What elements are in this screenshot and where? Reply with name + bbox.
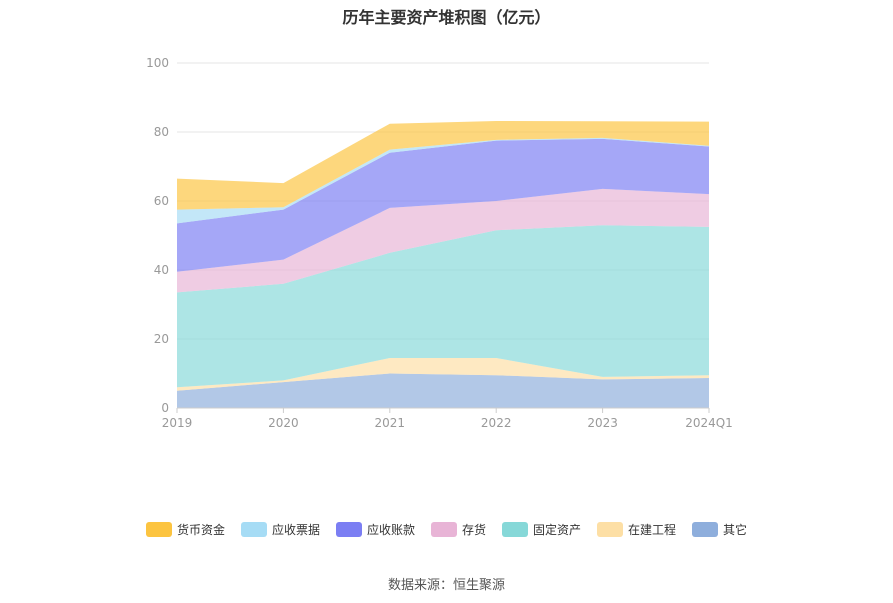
legend-item[interactable]: 固定资产	[502, 521, 581, 538]
legend-swatch	[597, 522, 624, 537]
legend-label: 其它	[723, 523, 748, 537]
chart-title: 历年主要资产堆积图（亿元）	[342, 8, 551, 27]
area-series	[177, 137, 709, 224]
area-series	[177, 358, 709, 391]
legend-label: 固定资产	[533, 523, 582, 537]
area-series	[177, 138, 709, 272]
y-tick-label: 20	[154, 332, 169, 346]
area-series-layer	[177, 121, 709, 408]
x-tick-label: 2021	[375, 416, 406, 430]
source-note: 数据来源：恒生聚源	[387, 578, 505, 593]
legend-swatch	[240, 522, 267, 537]
area-series	[177, 121, 709, 210]
legend-label: 应收票据	[271, 523, 320, 537]
legend-swatch	[335, 522, 362, 537]
x-tick-label: 2024Q1	[685, 416, 733, 430]
legend-item[interactable]: 其它	[692, 521, 747, 538]
x-tick-label: 2023	[587, 416, 618, 430]
legend-item[interactable]: 应收票据	[240, 521, 320, 538]
legend-item[interactable]: 存货	[430, 521, 486, 538]
legend-label: 货币资金	[176, 523, 225, 537]
y-tick-label: 40	[154, 263, 169, 277]
x-tick-label: 2019	[162, 416, 193, 430]
legend-label: 在建工程	[628, 523, 677, 537]
x-tick-label: 2020	[268, 416, 299, 430]
area-series	[177, 373, 709, 408]
legend-label: 存货	[461, 523, 486, 537]
legend-swatch	[692, 522, 719, 537]
legend-swatch	[502, 522, 528, 537]
legend-label: 应收账款	[366, 523, 415, 537]
y-tick-label: 0	[161, 401, 169, 415]
y-tick-label: 100	[146, 56, 169, 70]
x-tick-label: 2022	[481, 416, 512, 430]
y-tick-label: 80	[154, 125, 169, 139]
legend-item[interactable]: 货币资金	[145, 521, 225, 538]
y-tick-label: 60	[154, 194, 169, 208]
legend-swatch	[145, 522, 172, 537]
legend-item[interactable]: 应收账款	[335, 521, 415, 538]
legend-swatch	[430, 522, 457, 537]
legend-item[interactable]: 在建工程	[597, 521, 676, 538]
axes: 0 20 40 60 80 100 2019 2020 2021 2022 2023 2024Q1	[146, 56, 733, 430]
area-series	[177, 225, 709, 388]
legend: 货币资金 应收票据 应收账款 存货 固定资产 在建工程 其它	[0, 521, 893, 538]
area-series	[177, 188, 709, 293]
